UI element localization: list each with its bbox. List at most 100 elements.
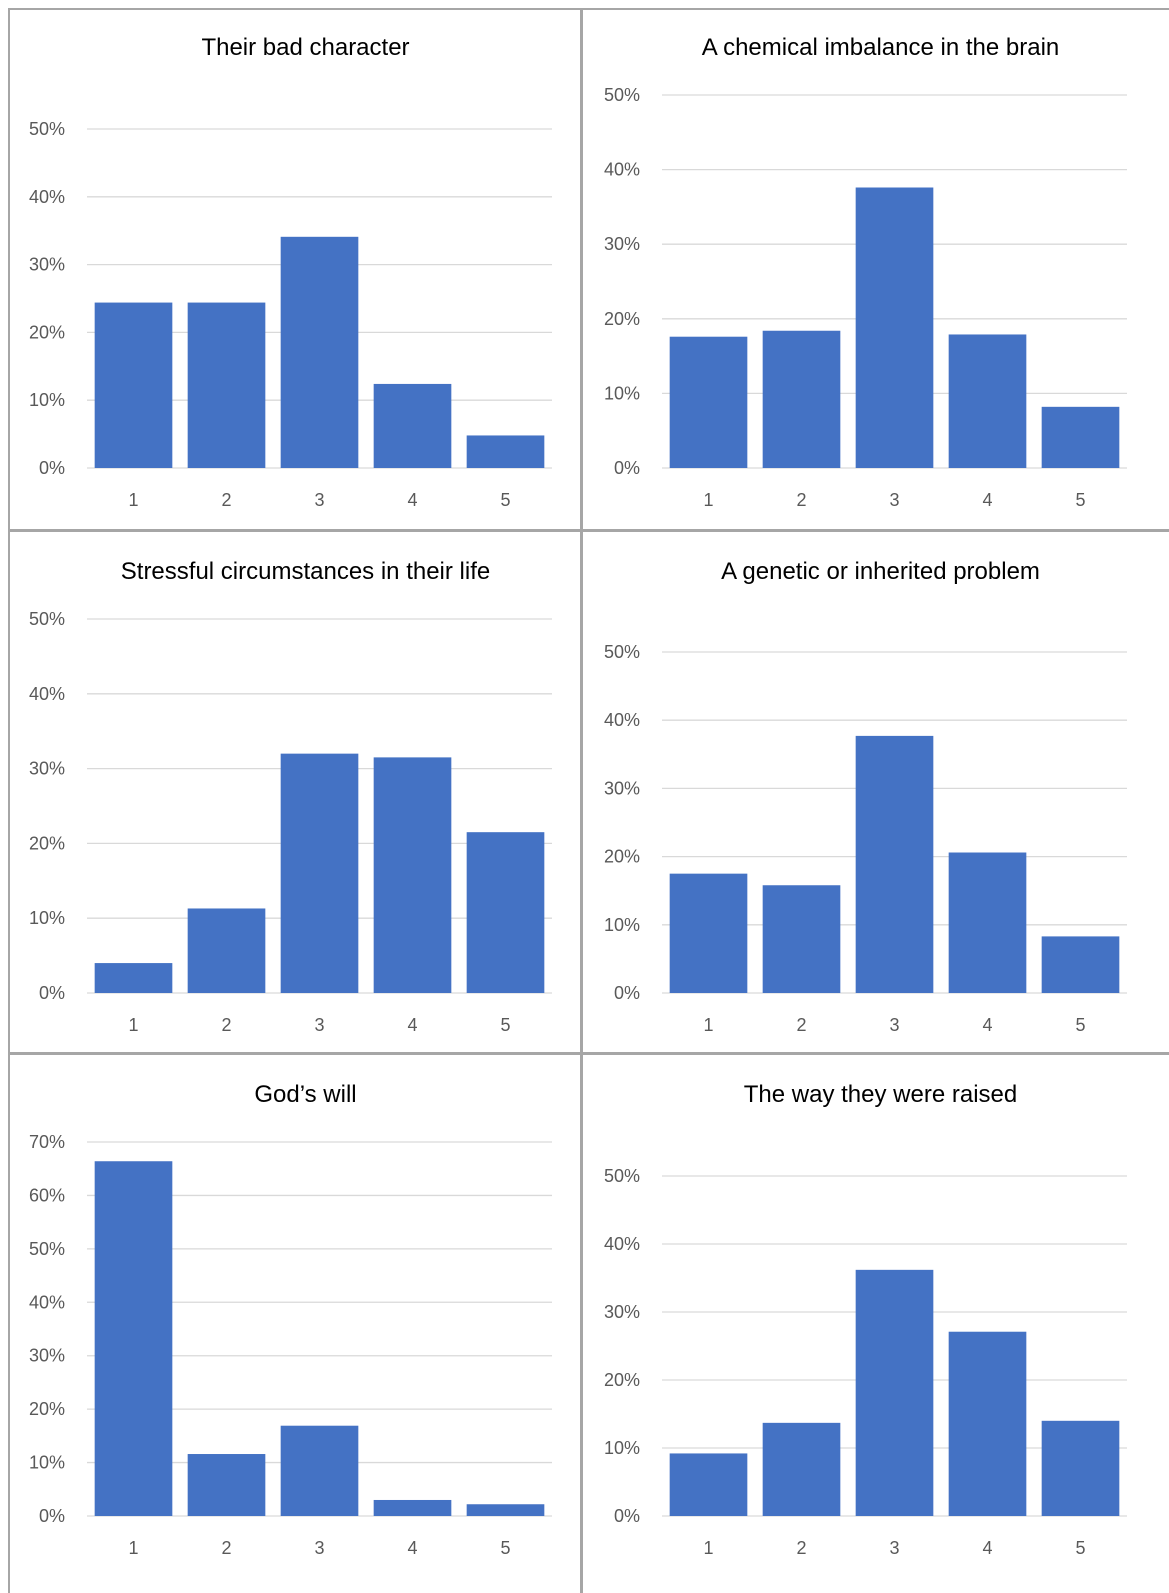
chart-title: Their bad character: [201, 34, 409, 61]
x-tick-label: 5: [500, 490, 510, 510]
y-tick-label: 30%: [29, 759, 65, 779]
y-tick-label: 40%: [604, 1234, 640, 1254]
x-tick-label: 3: [889, 1015, 899, 1035]
x-tick-label: 5: [1075, 490, 1085, 510]
y-tick-label: 10%: [604, 1438, 640, 1458]
x-tick-label: 1: [703, 1015, 713, 1035]
y-tick-label: 50%: [29, 119, 65, 139]
x-tick-label: 3: [314, 1538, 324, 1558]
x-tick-label: 4: [407, 1015, 417, 1035]
y-tick-label: 10%: [29, 908, 65, 928]
bar: [762, 885, 841, 993]
bar: [948, 334, 1027, 468]
y-tick-label: 50%: [29, 609, 65, 629]
bar: [280, 236, 359, 468]
grid-border-middle: [580, 8, 583, 1593]
grid-border-row-1: [8, 529, 1169, 532]
x-tick-label: 1: [128, 1015, 138, 1035]
x-tick-label: 4: [982, 1015, 992, 1035]
chart-panel-gods-will: God’s will 0% 10% 20% 30% 40% 50% 60% 70% 1 2 3 4 5: [10, 1055, 580, 1593]
bar: [855, 1269, 934, 1516]
chart-panel-their-bad-character: Their bad character 0% 10% 20% 30% 40% 50% 1 2 3 4…: [10, 10, 580, 529]
bar: [373, 383, 452, 468]
bar: [373, 1499, 452, 1516]
y-tick-label: 0%: [39, 983, 65, 1003]
x-tick-label: 1: [128, 490, 138, 510]
bar: [187, 302, 266, 468]
y-tick-label: 50%: [604, 85, 640, 105]
x-tick-label: 1: [703, 490, 713, 510]
bar: [94, 302, 173, 468]
x-tick-label: 4: [982, 490, 992, 510]
y-tick-label: 40%: [29, 684, 65, 704]
x-tick-label: 2: [796, 1015, 806, 1035]
x-tick-label: 5: [500, 1015, 510, 1035]
y-tick-label: 30%: [29, 255, 65, 275]
x-tick-label: 3: [314, 1015, 324, 1035]
bar: [1041, 936, 1120, 993]
x-tick-label: 3: [889, 1538, 899, 1558]
y-tick-label: 20%: [29, 1399, 65, 1419]
y-tick-label: 40%: [604, 160, 640, 180]
chart-title: A chemical imbalance in the brain: [702, 34, 1060, 61]
y-tick-label: 50%: [29, 1239, 65, 1259]
y-tick-label: 10%: [29, 390, 65, 410]
chart-svg-gods-will: God’s will 0% 10% 20% 30% 40% 50% 60% 70% 1 2 3 4 5: [29, 1081, 552, 1558]
y-tick-label: 0%: [614, 983, 640, 1003]
x-tick-label: 3: [889, 490, 899, 510]
x-tick-label: 2: [796, 1538, 806, 1558]
y-tick-label: 10%: [604, 383, 640, 403]
y-tick-label: 20%: [604, 309, 640, 329]
y-tick-label: 0%: [614, 458, 640, 478]
bar: [762, 330, 841, 468]
y-tick-label: 70%: [29, 1132, 65, 1152]
x-tick-label: 5: [500, 1538, 510, 1558]
bar: [855, 187, 934, 468]
chart-panel-stressful-circumstances: Stressful circumstances in their life 0% 1…: [10, 532, 580, 1052]
chart-title: Stressful circumstances in their life: [121, 558, 490, 585]
y-tick-label: 20%: [29, 322, 65, 342]
bar: [466, 435, 545, 468]
y-tick-label: 40%: [29, 187, 65, 207]
y-tick-label: 20%: [604, 847, 640, 867]
x-tick-label: 5: [1075, 1538, 1085, 1558]
bar: [466, 832, 545, 993]
y-tick-label: 0%: [39, 1506, 65, 1526]
chart-title: God’s will: [254, 1081, 356, 1108]
chart-panel-way-raised: The way they were raised 0% 10% 20% 30% 40% 50…: [583, 1055, 1169, 1593]
y-tick-label: 20%: [604, 1370, 640, 1390]
chart-svg-their-bad-character: Their bad character 0% 10% 20% 30% 40% 50% 1 2 3 4…: [29, 34, 552, 510]
chart-panel-chemical-imbalance: A chemical imbalance in the brain 0% 10% 20…: [583, 10, 1169, 529]
chart-svg-stressful-circumstances: Stressful circumstances in their life 0% 1…: [29, 558, 552, 1035]
bar: [762, 1422, 841, 1516]
bar: [669, 873, 748, 993]
y-tick-label: 0%: [39, 458, 65, 478]
y-tick-label: 20%: [29, 833, 65, 853]
x-tick-label: 4: [407, 490, 417, 510]
bar: [94, 963, 173, 993]
y-tick-label: 50%: [604, 642, 640, 662]
y-tick-label: 50%: [604, 1166, 640, 1186]
y-tick-label: 0%: [614, 1506, 640, 1526]
grid-border-top: [8, 8, 1169, 10]
y-tick-label: 10%: [604, 915, 640, 935]
x-tick-label: 4: [982, 1538, 992, 1558]
y-tick-label: 40%: [29, 1292, 65, 1312]
chart-svg-chemical-imbalance: A chemical imbalance in the brain 0% 10% 20…: [604, 34, 1127, 510]
y-tick-label: 30%: [604, 778, 640, 798]
chart-panel-genetic-problem: A genetic or inherited problem 0% 10% 20% 30…: [583, 532, 1169, 1052]
bar: [280, 1425, 359, 1516]
chart-title: The way they were raised: [744, 1081, 1017, 1108]
bar: [187, 908, 266, 993]
x-tick-label: 5: [1075, 1015, 1085, 1035]
x-tick-label: 2: [221, 1538, 231, 1558]
x-tick-label: 2: [221, 490, 231, 510]
grid-border-left: [8, 8, 10, 1593]
bar: [855, 735, 934, 993]
bar: [669, 336, 748, 468]
y-tick-label: 30%: [29, 1346, 65, 1366]
x-tick-label: 4: [407, 1538, 417, 1558]
chart-svg-genetic-problem: A genetic or inherited problem 0% 10% 20% 30…: [604, 558, 1127, 1035]
x-tick-label: 3: [314, 490, 324, 510]
